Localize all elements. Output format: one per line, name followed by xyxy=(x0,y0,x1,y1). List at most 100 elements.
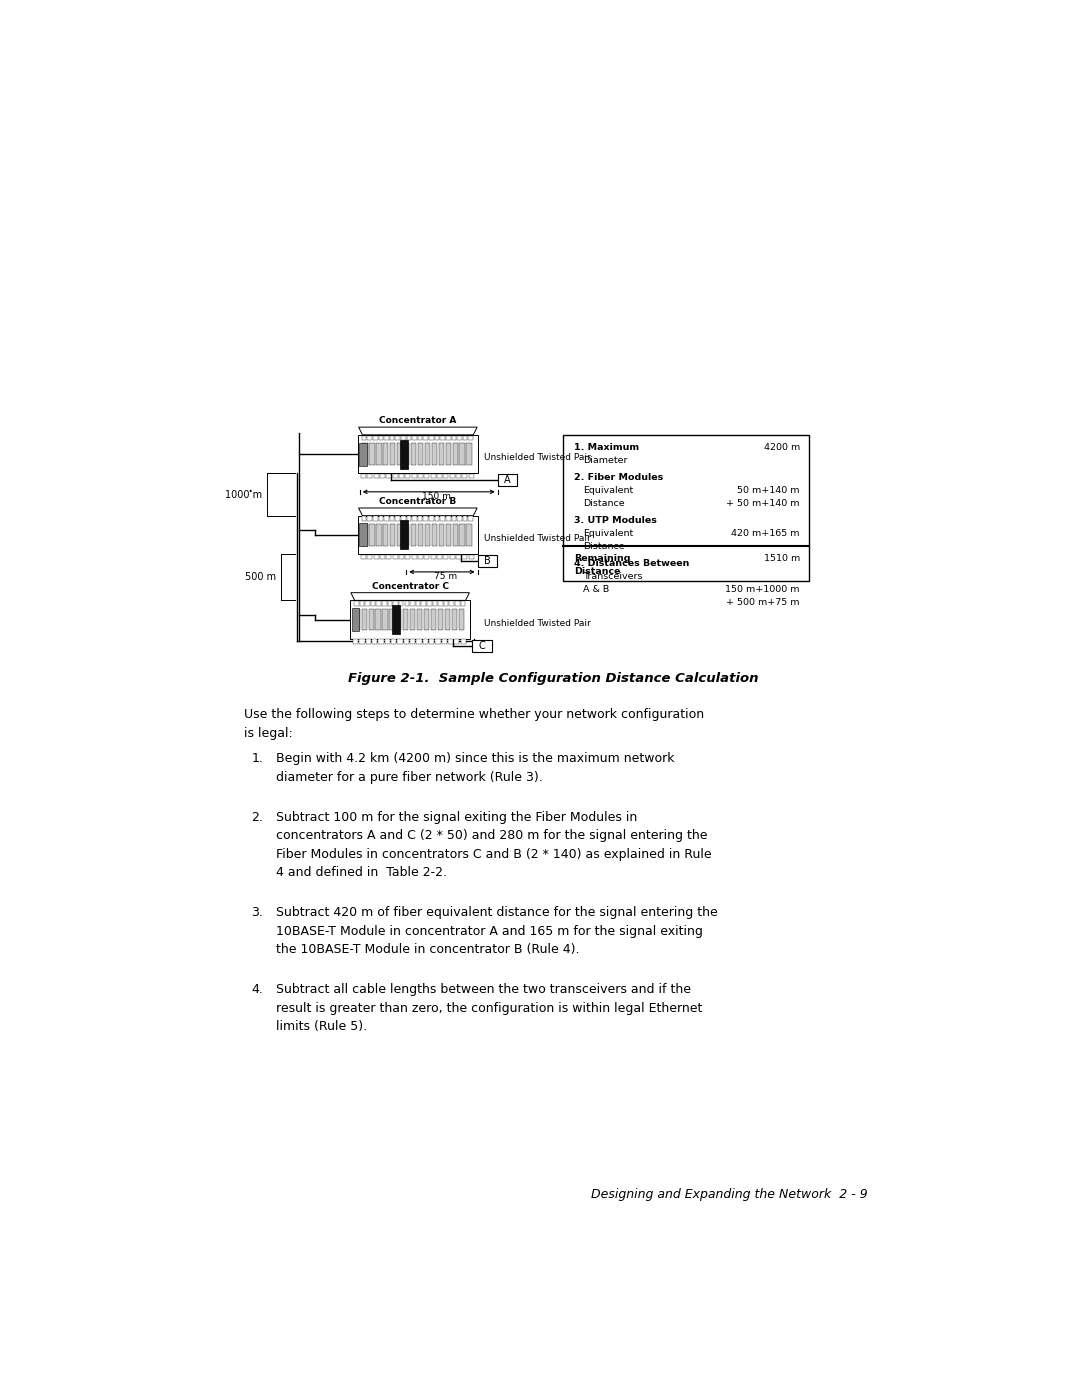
Bar xyxy=(424,555,429,559)
Text: C: C xyxy=(478,641,485,651)
Bar xyxy=(449,601,454,606)
Bar xyxy=(407,436,411,440)
Bar xyxy=(418,474,423,478)
Bar xyxy=(399,601,404,606)
Bar xyxy=(427,601,432,606)
Bar xyxy=(360,524,367,546)
Bar xyxy=(397,524,402,545)
Bar xyxy=(367,555,373,559)
Bar xyxy=(446,443,450,465)
Text: + 500 m+75 m: + 500 m+75 m xyxy=(727,598,800,608)
Bar xyxy=(469,474,473,478)
Bar xyxy=(441,517,445,521)
Bar xyxy=(400,440,407,468)
Bar xyxy=(418,555,423,559)
Bar xyxy=(453,524,458,545)
Bar xyxy=(403,609,408,630)
Bar xyxy=(367,436,372,440)
Bar xyxy=(397,640,403,644)
Text: 3. UTP Modules: 3. UTP Modules xyxy=(573,515,657,525)
Bar xyxy=(443,474,448,478)
Bar xyxy=(365,601,369,606)
Bar xyxy=(352,608,360,631)
Text: 75 m: 75 m xyxy=(434,573,457,581)
Bar xyxy=(370,601,376,606)
Bar xyxy=(446,436,450,440)
Bar xyxy=(442,640,447,644)
Bar xyxy=(416,601,420,606)
Bar xyxy=(457,517,462,521)
Bar xyxy=(418,517,422,521)
Text: Subtract all cable lengths between the two transceivers and if the
result is gre: Subtract all cable lengths between the t… xyxy=(276,983,702,1034)
Bar xyxy=(444,601,448,606)
Text: + 50 m+140 m: + 50 m+140 m xyxy=(727,499,800,507)
Bar xyxy=(423,517,428,521)
Bar xyxy=(411,555,417,559)
Bar xyxy=(431,609,436,630)
Bar xyxy=(437,609,443,630)
Text: 50 m+140 m: 50 m+140 m xyxy=(738,486,800,495)
Bar xyxy=(404,640,409,644)
Text: Transceivers: Transceivers xyxy=(583,571,643,581)
Bar xyxy=(374,474,379,478)
Bar xyxy=(397,443,402,465)
Bar xyxy=(410,601,415,606)
Bar xyxy=(449,474,455,478)
Bar xyxy=(410,640,415,644)
Bar xyxy=(392,555,397,559)
Bar xyxy=(459,443,464,465)
Text: 3.: 3. xyxy=(252,907,264,919)
Bar xyxy=(380,555,384,559)
Bar xyxy=(469,517,473,521)
Bar xyxy=(388,601,392,606)
Bar xyxy=(477,555,497,567)
Bar xyxy=(391,640,396,644)
Text: Equivalent: Equivalent xyxy=(583,529,633,538)
Polygon shape xyxy=(359,427,477,434)
Text: 1.: 1. xyxy=(252,752,264,766)
Bar xyxy=(446,517,450,521)
Bar xyxy=(360,601,364,606)
Bar xyxy=(390,524,395,545)
Bar xyxy=(376,443,381,465)
Bar xyxy=(424,474,429,478)
Text: Unshielded Twisted Pair: Unshielded Twisted Pair xyxy=(484,534,591,543)
Text: Subtract 420 m of fiber equivalent distance for the signal entering the
10BASE-T: Subtract 420 m of fiber equivalent dista… xyxy=(276,907,718,956)
Text: Unshielded Twisted Pair: Unshielded Twisted Pair xyxy=(484,619,591,629)
Text: Begin with 4.2 km (4200 m) since this is the maximum network
diameter for a pure: Begin with 4.2 km (4200 m) since this is… xyxy=(276,752,675,784)
Text: .: . xyxy=(247,478,253,496)
Bar xyxy=(367,517,372,521)
Bar xyxy=(451,609,457,630)
Bar xyxy=(399,474,404,478)
Text: 1510 m: 1510 m xyxy=(764,555,800,563)
Bar xyxy=(380,474,384,478)
Bar xyxy=(455,640,459,644)
Text: Distance: Distance xyxy=(583,542,624,550)
Bar xyxy=(354,601,359,606)
Bar xyxy=(451,436,456,440)
Text: Use the following steps to determine whether your network configuration
is legal: Use the following steps to determine whe… xyxy=(243,708,704,739)
Bar xyxy=(463,436,468,440)
Bar xyxy=(469,555,473,559)
Bar xyxy=(405,601,409,606)
Bar xyxy=(369,524,375,545)
Text: 1. Maximum: 1. Maximum xyxy=(573,443,638,451)
Text: 2.: 2. xyxy=(252,810,264,824)
Bar xyxy=(469,436,473,440)
Bar xyxy=(374,555,379,559)
Bar xyxy=(435,517,440,521)
Text: Designing and Expanding the Network  2 - 9: Designing and Expanding the Network 2 - … xyxy=(591,1187,867,1201)
Bar xyxy=(463,517,468,521)
Text: Diameter: Diameter xyxy=(583,455,627,465)
Bar xyxy=(435,640,441,644)
Bar xyxy=(363,524,367,545)
Bar xyxy=(461,601,465,606)
Text: 2. Fiber Modules: 2. Fiber Modules xyxy=(573,472,663,482)
Text: 500 m: 500 m xyxy=(245,573,276,583)
Bar xyxy=(461,640,465,644)
Text: 4. Distances Between: 4. Distances Between xyxy=(573,559,689,567)
Bar xyxy=(429,640,434,644)
Bar xyxy=(467,443,472,465)
Text: Figure 2-1.  Sample Configuration Distance Calculation: Figure 2-1. Sample Configuration Distanc… xyxy=(348,672,759,685)
Bar xyxy=(431,555,435,559)
